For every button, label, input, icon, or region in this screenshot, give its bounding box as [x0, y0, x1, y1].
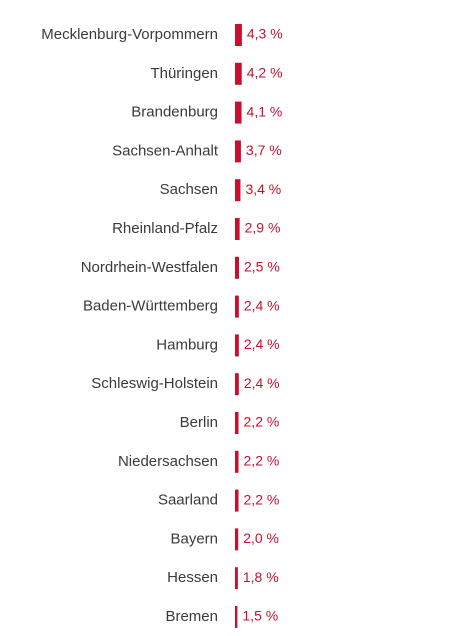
category-label: Mecklenburg-Vorpommern: [41, 26, 218, 43]
value-label: 4,3 %: [247, 26, 283, 42]
bar-row: Brandenburg 4,1 %: [131, 101, 283, 124]
category-label: Rheinland-Pfalz: [112, 220, 218, 237]
category-label: Hamburg: [156, 336, 218, 353]
bar: [235, 606, 238, 628]
value-label: 2,2 %: [244, 453, 280, 469]
bar-row: Bremen 1,5 %: [165, 606, 278, 628]
bar-row: Baden-Württemberg 2,4 %: [83, 295, 280, 318]
bar: [235, 24, 242, 46]
category-label: Baden-Württemberg: [83, 298, 218, 315]
value-label: 1,8 %: [243, 569, 279, 585]
value-label: 2,4 %: [244, 297, 280, 313]
bar-row: Nordrhein-Westfalen 2,5 %: [81, 256, 280, 279]
bar: [235, 62, 242, 85]
value-label: 3,7 %: [246, 142, 282, 158]
category-label: Brandenburg: [131, 104, 218, 121]
category-label: Bayern: [170, 530, 218, 547]
value-label: 2,9 %: [245, 220, 281, 236]
bar-row: Saarland 2,2 %: [158, 489, 280, 512]
bar-row: Hamburg 2,4 %: [156, 334, 280, 357]
category-label: Saarland: [158, 492, 218, 509]
value-label: 4,2 %: [247, 65, 283, 81]
category-label: Thüringen: [150, 65, 218, 82]
bar-row: Sachsen 3,4 %: [160, 179, 281, 202]
value-label: 2,5 %: [244, 259, 280, 275]
bar: [235, 218, 240, 240]
bar: [235, 334, 239, 357]
bar: [235, 256, 239, 279]
category-label: Hessen: [167, 569, 218, 586]
bar-row: Sachsen-Anhalt 3,7 %: [112, 140, 282, 163]
bar: [235, 489, 239, 512]
bar-row: Mecklenburg-Vorpommern 4,3 %: [41, 24, 283, 46]
value-label: 2,2 %: [244, 414, 280, 430]
bar: [235, 373, 239, 396]
category-label: Nordrhein-Westfalen: [81, 259, 218, 276]
bar: [235, 140, 241, 163]
category-label: Bremen: [165, 608, 218, 625]
category-label: Niedersachsen: [118, 453, 218, 470]
bar-row: Niedersachsen 2,2 %: [118, 450, 280, 473]
bar-row: Hessen 1,8 %: [167, 567, 279, 590]
category-label: Sachsen-Anhalt: [112, 142, 219, 159]
bar: [235, 179, 241, 202]
value-label: 4,1 %: [247, 103, 283, 119]
bar: [235, 528, 239, 551]
bar: [235, 295, 239, 318]
category-label: Sachsen: [160, 181, 218, 198]
category-label: Schleswig-Holstein: [91, 375, 218, 392]
bar-row: Berlin 2,2 %: [180, 412, 280, 434]
bar: [235, 567, 238, 590]
bar: [235, 450, 239, 473]
bar-row: Rheinland-Pfalz 2,9 %: [112, 218, 280, 240]
bar-row: Thüringen 4,2 %: [150, 62, 283, 85]
category-label: Berlin: [180, 414, 218, 431]
value-label: 2,0 %: [243, 530, 279, 546]
value-label: 2,4 %: [244, 336, 280, 352]
value-label: 2,4 %: [244, 375, 280, 391]
value-label: 1,5 %: [242, 608, 278, 624]
chart-rows: Mecklenburg-Vorpommern 4,3 % Thüringen 4,2 …: [41, 24, 283, 628]
value-label: 2,2 %: [244, 491, 280, 507]
bar-row: Schleswig-Holstein 2,4 %: [91, 373, 280, 396]
bar-row: Bayern 2,0 %: [170, 528, 279, 551]
bar: [235, 101, 242, 124]
bar: [235, 412, 239, 434]
value-label: 3,4 %: [245, 181, 281, 197]
